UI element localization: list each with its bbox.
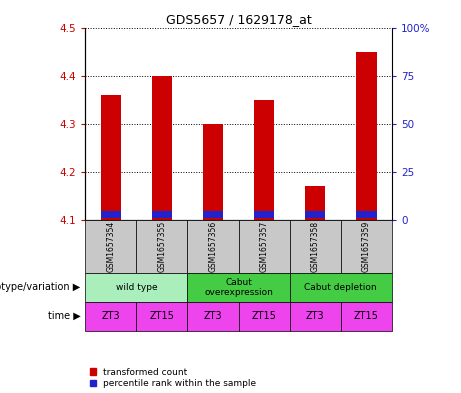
Text: GSM1657354: GSM1657354 [106,221,115,272]
Bar [341,302,392,331]
Bar [290,302,341,331]
Bar [290,220,341,273]
Bar [136,302,188,331]
Bar [203,124,223,220]
Bar [254,211,274,218]
Text: wild type: wild type [116,283,157,292]
Text: ZT3: ZT3 [101,311,120,321]
Text: GSM1657359: GSM1657359 [362,221,371,272]
Bar [305,186,325,220]
Bar [305,211,325,218]
Text: GSM1657356: GSM1657356 [208,221,218,272]
Text: ZT3: ZT3 [306,311,325,321]
Bar [100,211,121,218]
Text: genotype/variation ▶: genotype/variation ▶ [0,283,81,292]
Text: GSM1657355: GSM1657355 [157,221,166,272]
Text: ZT15: ZT15 [354,311,379,321]
Bar [85,273,188,302]
Bar [341,220,392,273]
Text: GSM1657358: GSM1657358 [311,221,320,272]
Bar [239,302,290,331]
Text: Cabut
overexpression: Cabut overexpression [204,278,273,297]
Bar [100,95,121,220]
Text: ZT3: ZT3 [204,311,222,321]
Bar [85,302,136,331]
Bar [152,211,172,218]
Bar [188,220,239,273]
Bar [203,211,223,218]
Title: GDS5657 / 1629178_at: GDS5657 / 1629178_at [165,13,312,26]
Text: GSM1657357: GSM1657357 [260,221,269,272]
Bar [290,273,392,302]
Bar [136,220,188,273]
Bar [254,100,274,220]
Bar [239,220,290,273]
Text: ZT15: ZT15 [252,311,277,321]
Bar [188,273,290,302]
Text: Cabut depletion: Cabut depletion [304,283,377,292]
Text: time ▶: time ▶ [48,311,81,321]
Bar [152,75,172,220]
Legend: transformed count, percentile rank within the sample: transformed count, percentile rank withi… [90,368,256,389]
Bar [85,220,136,273]
Bar [356,211,377,218]
Bar [188,302,239,331]
Text: ZT15: ZT15 [149,311,174,321]
Bar [356,51,377,220]
